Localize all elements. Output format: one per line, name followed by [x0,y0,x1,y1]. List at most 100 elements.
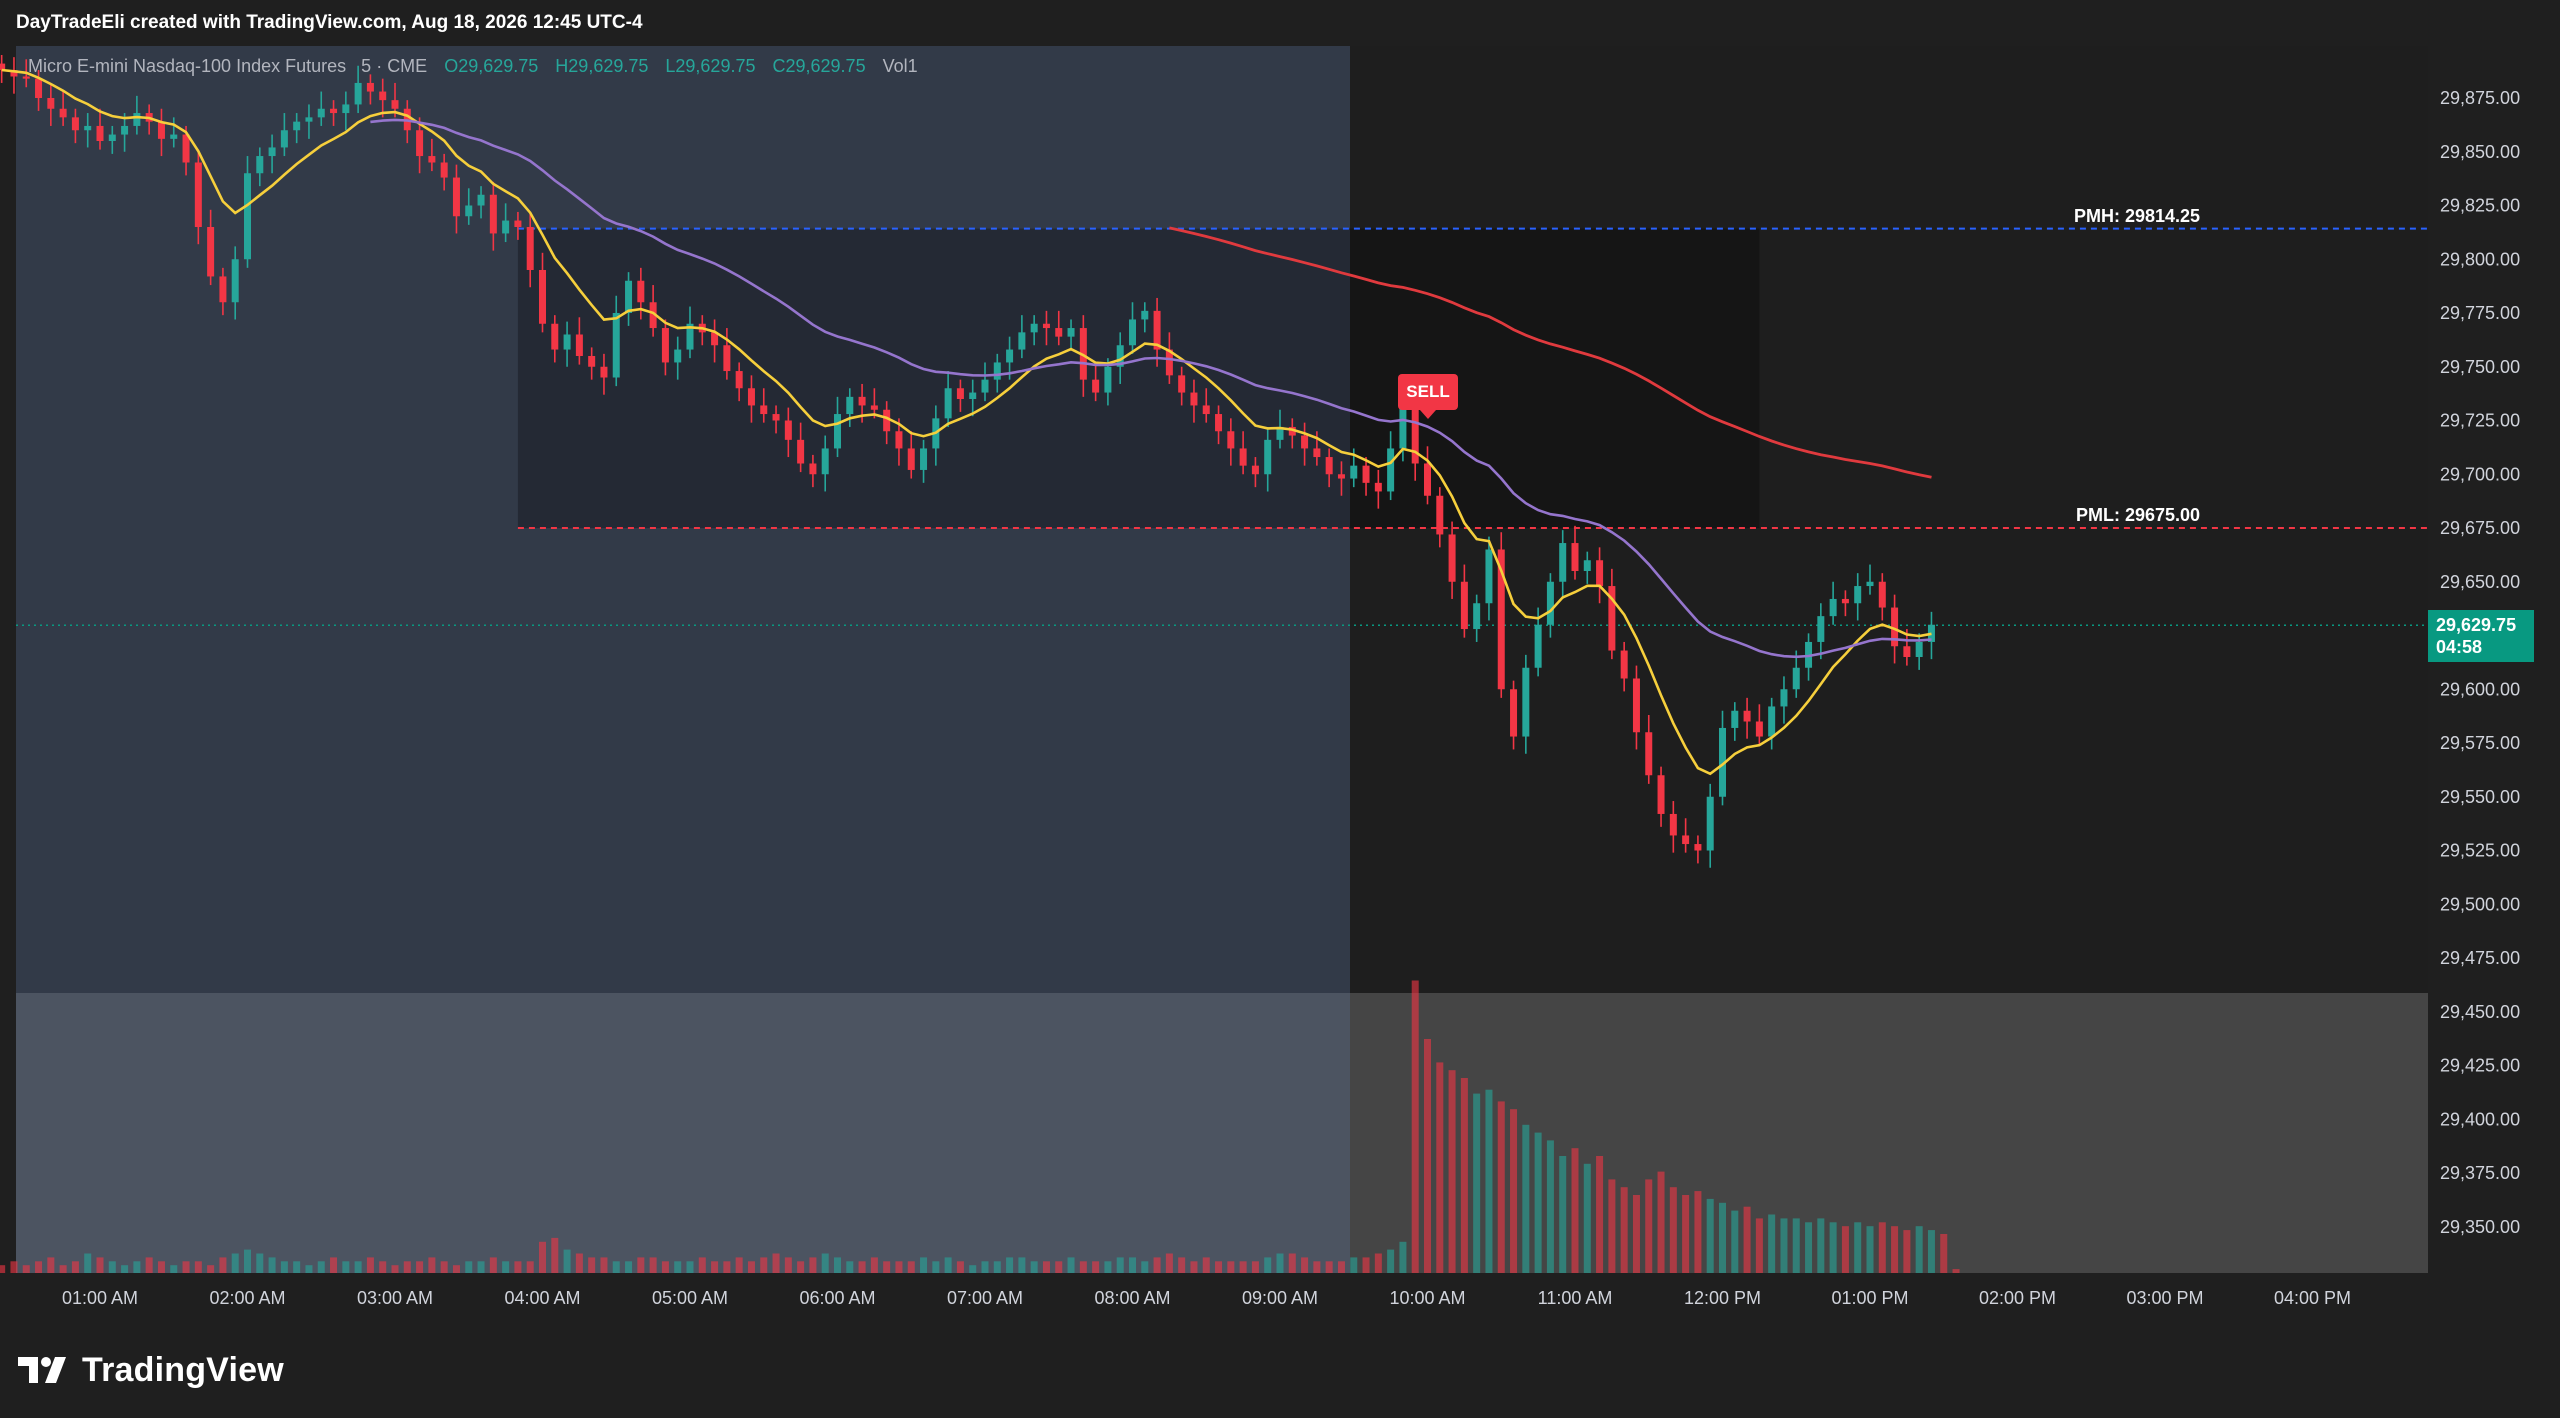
opening-range-box [517,228,1760,529]
candle-body [1239,448,1247,466]
symbol-legend[interactable]: Micro E-mini Nasdaq-100 Index Futures 5 … [28,56,918,76]
candle [342,91,350,131]
premarket-shade [16,46,1350,996]
volume-bar [317,1261,325,1273]
price-tick-label: 29,600.00 [2440,679,2520,699]
volume-bar [452,1265,460,1273]
tradingview-logo-text: TradingView [82,1350,284,1389]
volume-bar [1362,1257,1370,1273]
volume-bar [797,1261,805,1273]
candle-body [1927,624,1935,642]
candle [1153,297,1161,367]
candle [760,388,768,423]
candle [747,375,755,423]
volume-bar [883,1261,891,1273]
price-tick-label: 29,800.00 [2440,249,2520,269]
time-axis[interactable]: 01:00 AM 02:00 AM 03:00 AM 04:00 AM 05:00 AM… [62,1288,2351,1308]
volume-bar [1350,1257,1358,1273]
volume-bar [1546,1140,1554,1273]
volume-bar [1055,1261,1063,1273]
candle-body [1215,414,1223,432]
candle-body [588,356,596,367]
volume-bar [1165,1253,1173,1273]
candle [317,91,325,126]
volume-bar [612,1261,620,1273]
legend-symbol[interactable]: Micro E-mini Nasdaq-100 Index Futures [28,56,347,76]
price-tick-label: 29,675.00 [2440,518,2520,538]
candle [452,164,460,234]
candle-body [317,108,325,118]
candle-body [256,156,264,174]
volume-bar [1448,1070,1456,1273]
price-chart[interactable]: 29,875.00 29,850.00 29,825.00 29,800.00 29,7… [0,0,2560,1322]
volume-bar [834,1257,841,1273]
candle-body [870,405,878,410]
candle [502,203,510,243]
time-tick-label: 06:00 AM [799,1288,875,1308]
legend-open: O29,629.75 [444,56,539,76]
candle [1362,457,1370,496]
volume-bar [1387,1249,1395,1273]
volume-bar [96,1257,104,1273]
volume-bar [1669,1187,1677,1273]
volume-bar [1780,1218,1788,1273]
candle-body [428,156,436,163]
legend-exchange: CME [387,56,428,76]
candle-body [207,227,215,277]
candle [1448,521,1456,599]
volume-bar [1190,1261,1198,1273]
volume-bar [121,1265,129,1273]
volume-bar [981,1261,989,1273]
tradingview-logo-icon [18,1357,66,1383]
candle [1854,573,1862,621]
volume-bar [1522,1124,1530,1273]
volume-bar [1903,1230,1911,1273]
candle-body [280,130,288,148]
candle [674,336,682,380]
candle [1522,654,1530,754]
candle [416,117,424,174]
volume-bar [207,1265,215,1273]
candle-body [1362,465,1370,483]
candle [1620,641,1628,692]
candle [907,431,915,479]
volume-bar [59,1265,67,1273]
volume-bar [1116,1257,1124,1273]
candle-body [452,177,460,217]
last-price-value: 29,629.75 [2436,615,2517,635]
candle [1731,702,1739,741]
volume-bar [1755,1218,1763,1273]
candle-body [170,134,178,139]
candle [1485,536,1493,621]
candle [1743,697,1751,739]
legend-close: C29,629.75 [772,56,866,76]
candle-body [1313,448,1321,458]
candle [1067,319,1075,350]
volume-bar [772,1253,780,1273]
sell-signal-marker[interactable]: SELL [1398,374,1458,419]
volume-bar [907,1261,915,1273]
volume-bar [588,1257,596,1273]
candle-body [1448,534,1456,582]
candle [514,211,522,240]
candle [809,454,817,488]
volume-bar [1915,1226,1923,1273]
price-tick-label: 29,400.00 [2440,1109,2520,1129]
candle [59,91,67,126]
candle-body [1129,319,1136,346]
candle-body [1510,689,1518,737]
volume-bar [1424,1039,1431,1273]
price-tick-label: 29,725.00 [2440,411,2520,431]
volume-bar [760,1257,768,1273]
candle-body [1546,581,1554,625]
candle [1178,366,1186,406]
candle [268,134,276,174]
candle-body [219,276,227,303]
tradingview-logo[interactable]: TradingView [18,1350,284,1390]
price-tick-label: 29,700.00 [2440,464,2520,484]
volume-bar [1805,1222,1813,1273]
volume-bar [1559,1156,1567,1273]
candle [686,306,694,359]
volume-bar [1018,1257,1026,1273]
candle [1288,418,1296,449]
